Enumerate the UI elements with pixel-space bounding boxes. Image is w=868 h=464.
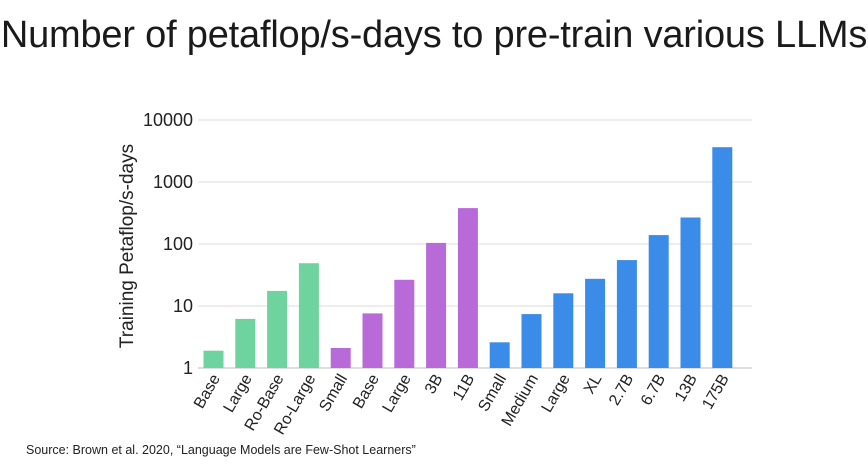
bar [267,290,288,368]
bar [394,279,415,368]
bars [203,147,733,368]
x-tick-label: Large [380,371,415,415]
x-tick-label: 13B [672,372,701,405]
bar [203,350,224,368]
bar [616,260,637,368]
bar [298,263,319,368]
y-axis-label: Training Petaflop/s-days [117,144,138,348]
bar [585,278,606,368]
y-tick-label: 1 [183,358,193,378]
bar [521,314,542,368]
y-tick-label: 100 [163,234,193,254]
x-tick-label: XL [581,371,606,397]
bar [426,242,447,368]
x-tick-label: 3B [422,372,447,397]
x-tick-label: 6.7B [638,372,669,409]
y-tick-label: 1000 [153,172,193,192]
bar [362,313,383,368]
x-tick-label: Base [191,371,224,411]
bar [330,348,351,368]
bar [680,217,701,368]
bar [489,342,510,368]
x-tick-label: 11B [450,372,478,404]
y-tick-label: 10 [173,296,193,316]
x-tick-label: Large [539,371,574,415]
y-tick-label: 10000 [143,110,193,130]
y-tick-labels: 1 10 100 1000 10000 [143,110,193,378]
x-tick-label: 2.7B [606,372,637,409]
bar [235,318,256,368]
x-tick-label: 175B [699,372,732,413]
bar [712,147,733,368]
chart-title: Number of petaflop/s-days to pre-train v… [0,14,868,56]
bar [457,208,478,368]
source-note: Source: Brown et al. 2020, “Language Mod… [26,443,416,457]
x-tick-label: Small [316,372,351,415]
bar [648,235,669,368]
bar [553,293,574,368]
x-tick-label: Base [350,371,383,411]
